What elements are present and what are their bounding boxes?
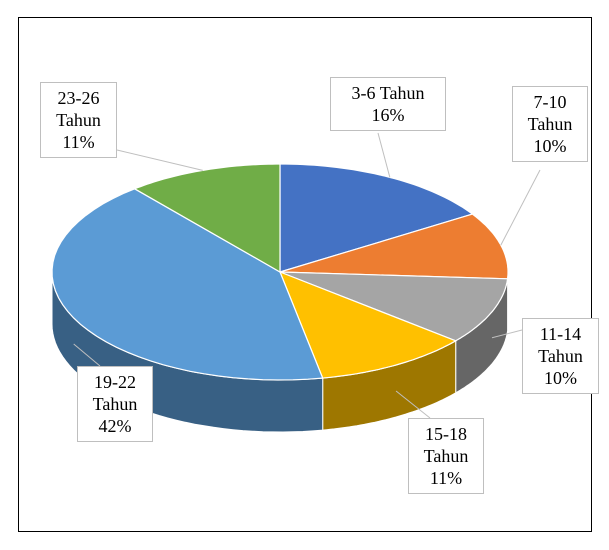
value-label: 11% (429, 468, 463, 488)
leader-line (395, 390, 431, 419)
data-label: 7-10 Tahun 10% (512, 86, 588, 162)
data-label: 15-18 Tahun 11% (408, 418, 484, 494)
value-label: 10% (544, 368, 577, 388)
slice (279, 163, 474, 273)
leader-line (116, 149, 203, 171)
leader-line (491, 329, 523, 339)
data-label: 23-26 Tahun 11% (40, 82, 117, 158)
value-label: 42% (98, 416, 132, 436)
data-label: 11-14 Tahun 10% (522, 318, 599, 394)
slice (279, 271, 509, 342)
category-label: 15-18 Tahun (423, 424, 469, 466)
value-label: 16% (371, 105, 405, 125)
data-label: 19-22 Tahun 42% (77, 366, 153, 442)
data-label: 3-6 Tahun 16% (330, 77, 446, 131)
category-label: 3-6 Tahun (351, 83, 425, 103)
leader-line (73, 343, 101, 367)
category-label: 7-10 Tahun (527, 92, 573, 134)
value-label: 11% (62, 132, 95, 152)
category-label: 23-26 Tahun (56, 88, 101, 130)
slice (51, 188, 324, 381)
slice (278, 270, 458, 379)
leader-line (377, 132, 391, 178)
leader-line (500, 169, 541, 246)
category-label: 19-22 Tahun (92, 372, 138, 414)
category-label: 11-14 Tahun (538, 324, 583, 366)
value-label: 10% (533, 136, 567, 156)
slice (133, 163, 281, 274)
